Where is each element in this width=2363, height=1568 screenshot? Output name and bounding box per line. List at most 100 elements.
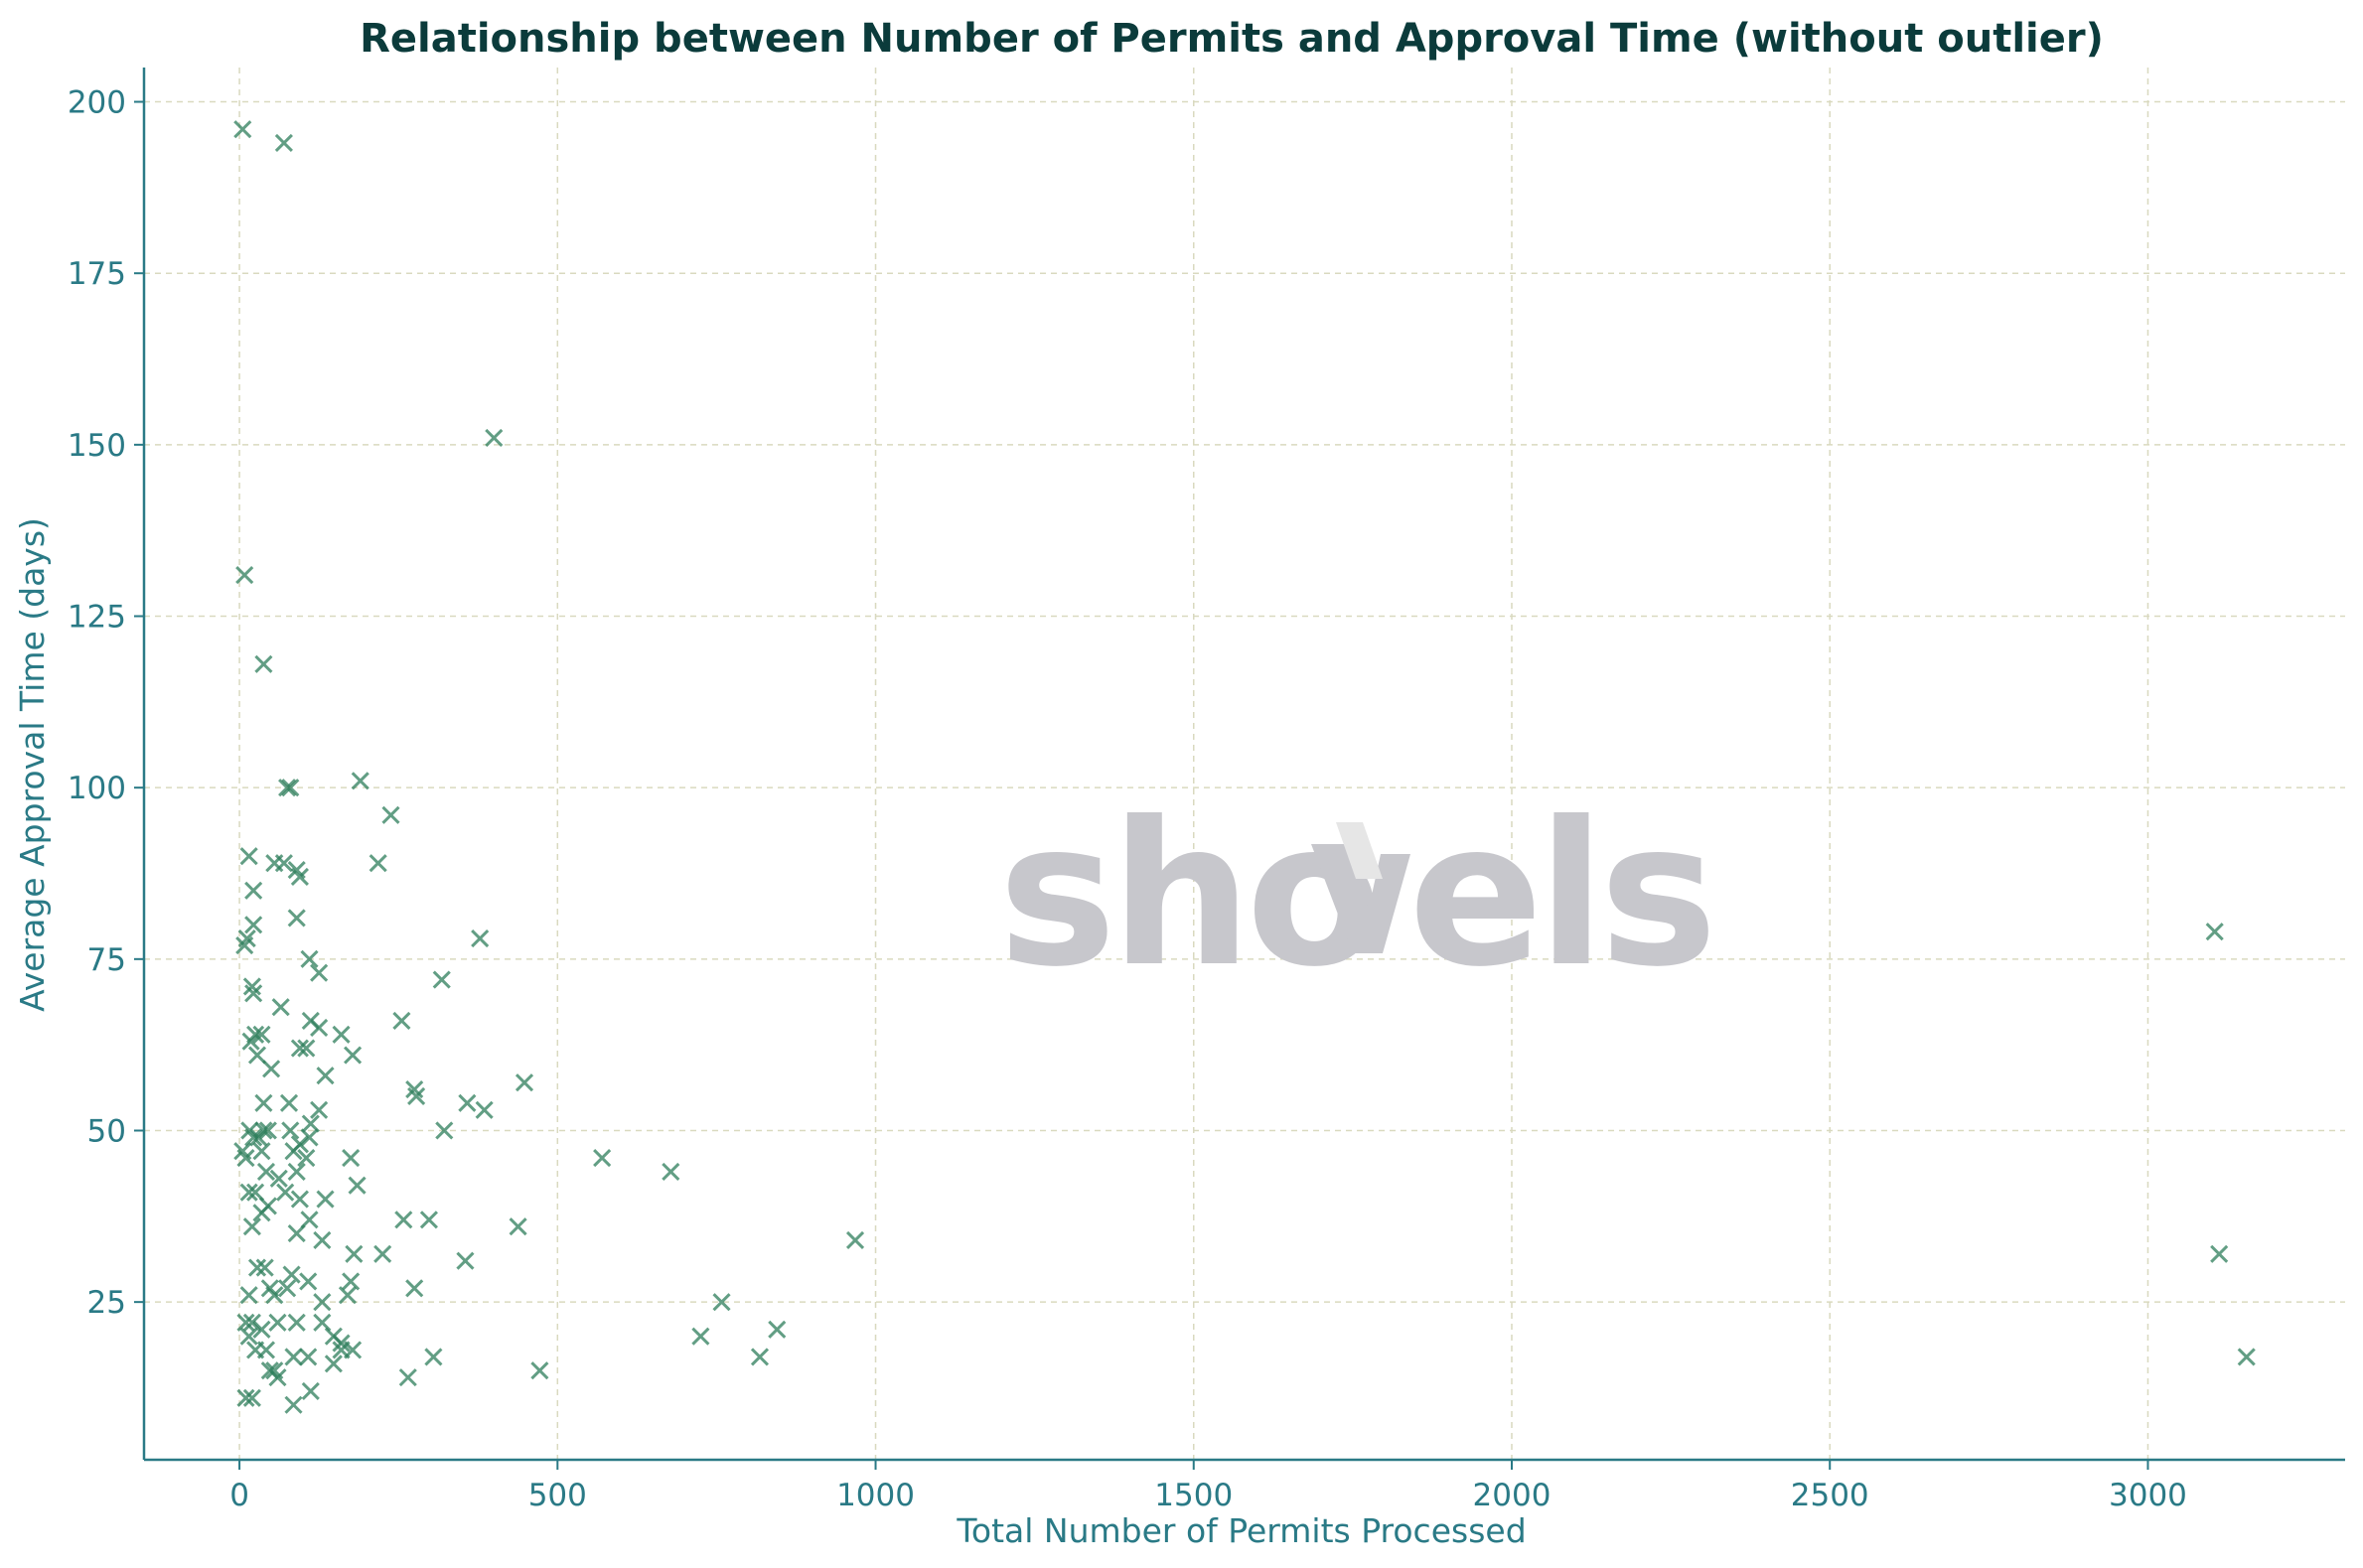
x-tick-label: 1500 <box>1154 1478 1233 1513</box>
data-point <box>301 1381 320 1401</box>
data-point <box>691 1327 710 1346</box>
data-point <box>235 566 254 585</box>
data-point <box>274 133 293 153</box>
y-tick-label: 200 <box>68 85 126 121</box>
data-point <box>299 1272 318 1291</box>
data-point <box>287 1224 306 1243</box>
data-point <box>316 1067 335 1085</box>
data-points <box>233 120 2256 1414</box>
data-point <box>351 772 369 790</box>
data-point <box>405 1279 424 1298</box>
data-point <box>258 1121 277 1140</box>
data-point <box>256 1341 276 1359</box>
data-point <box>419 1211 438 1229</box>
data-point <box>268 1368 287 1387</box>
data-point <box>845 1230 865 1250</box>
data-point <box>435 1121 454 1140</box>
data-point <box>485 428 504 448</box>
data-point <box>300 1128 319 1147</box>
chart-title: Relationship between Number of Permits a… <box>360 16 2104 62</box>
data-point <box>242 1313 261 1332</box>
data-point <box>471 929 490 948</box>
data-point <box>398 1368 417 1387</box>
data-point <box>2210 1244 2229 1263</box>
data-point <box>254 1093 273 1112</box>
data-point <box>394 1211 413 1229</box>
data-point <box>284 1348 303 1366</box>
data-point <box>2205 923 2224 941</box>
data-point <box>252 1142 271 1161</box>
data-point <box>262 1060 281 1078</box>
data-point <box>284 1395 303 1414</box>
watermark-v-glyph <box>1311 844 1410 953</box>
data-point <box>239 1183 258 1202</box>
data-point <box>242 1217 261 1236</box>
data-point <box>236 1149 255 1168</box>
data-point <box>236 1313 255 1332</box>
data-point <box>244 916 263 934</box>
data-point <box>310 1018 329 1037</box>
data-point <box>237 929 256 948</box>
data-point <box>381 805 400 824</box>
data-point <box>246 1025 265 1044</box>
data-point <box>332 1025 351 1044</box>
data-point <box>282 1265 301 1284</box>
y-tick-label: 150 <box>68 428 126 464</box>
y-tick-label: 50 <box>87 1113 126 1149</box>
watermark-accent-stroke <box>1336 822 1383 879</box>
data-point <box>509 1217 527 1236</box>
data-point <box>256 1162 276 1181</box>
data-point <box>252 1025 271 1044</box>
data-point <box>287 1162 306 1181</box>
watermark-text-left: sho <box>998 780 1377 1011</box>
data-point <box>290 1039 309 1058</box>
data-point <box>247 1258 267 1277</box>
data-point <box>274 854 293 873</box>
data-point <box>313 1293 332 1312</box>
axes <box>142 68 2345 1462</box>
x-axis-ticks: 0 500 1000 1500 2000 2500 3000 <box>229 1460 2187 1513</box>
data-point <box>239 1327 258 1346</box>
x-tick-label: 2000 <box>1473 1478 1551 1513</box>
data-point <box>242 977 261 996</box>
data-point <box>310 963 329 982</box>
data-point <box>271 998 290 1017</box>
data-point <box>279 1093 299 1112</box>
data-point <box>236 1388 255 1407</box>
data-point <box>252 1320 271 1339</box>
data-point <box>662 1162 680 1181</box>
data-point <box>338 1286 358 1305</box>
data-point <box>313 1313 332 1332</box>
data-point <box>254 654 273 673</box>
data-point <box>316 1190 335 1209</box>
data-point <box>348 1176 367 1195</box>
data-point <box>258 1197 277 1215</box>
data-point <box>260 1279 279 1298</box>
data-point <box>269 1169 288 1188</box>
data-point <box>290 1190 309 1209</box>
shovels-watermark-logo: sho els <box>998 780 1717 1011</box>
grid-lines <box>144 68 2345 1460</box>
watermark-text-right: els <box>1408 780 1711 1011</box>
data-point <box>458 1093 477 1112</box>
data-point <box>287 909 306 927</box>
data-point <box>247 1046 267 1065</box>
y-axis-ticks: 25 50 75 100 125 150 175 200 <box>68 85 144 1321</box>
data-point <box>432 970 451 989</box>
data-point <box>324 1354 343 1373</box>
data-point <box>456 1251 475 1270</box>
data-point <box>287 1313 306 1332</box>
x-axis-label: Total Number of Permits Processed <box>956 1511 1526 1550</box>
data-point <box>530 1361 549 1380</box>
data-point <box>242 1388 261 1407</box>
x-tick-label: 3000 <box>2109 1478 2187 1513</box>
data-point <box>344 1341 363 1359</box>
data-point <box>310 1100 329 1119</box>
data-point <box>407 1086 426 1106</box>
data-point <box>750 1348 770 1366</box>
data-point <box>2237 1348 2256 1366</box>
data-point <box>254 1121 273 1140</box>
data-point <box>239 1286 258 1305</box>
data-point <box>255 1258 274 1277</box>
data-point <box>593 1149 612 1168</box>
